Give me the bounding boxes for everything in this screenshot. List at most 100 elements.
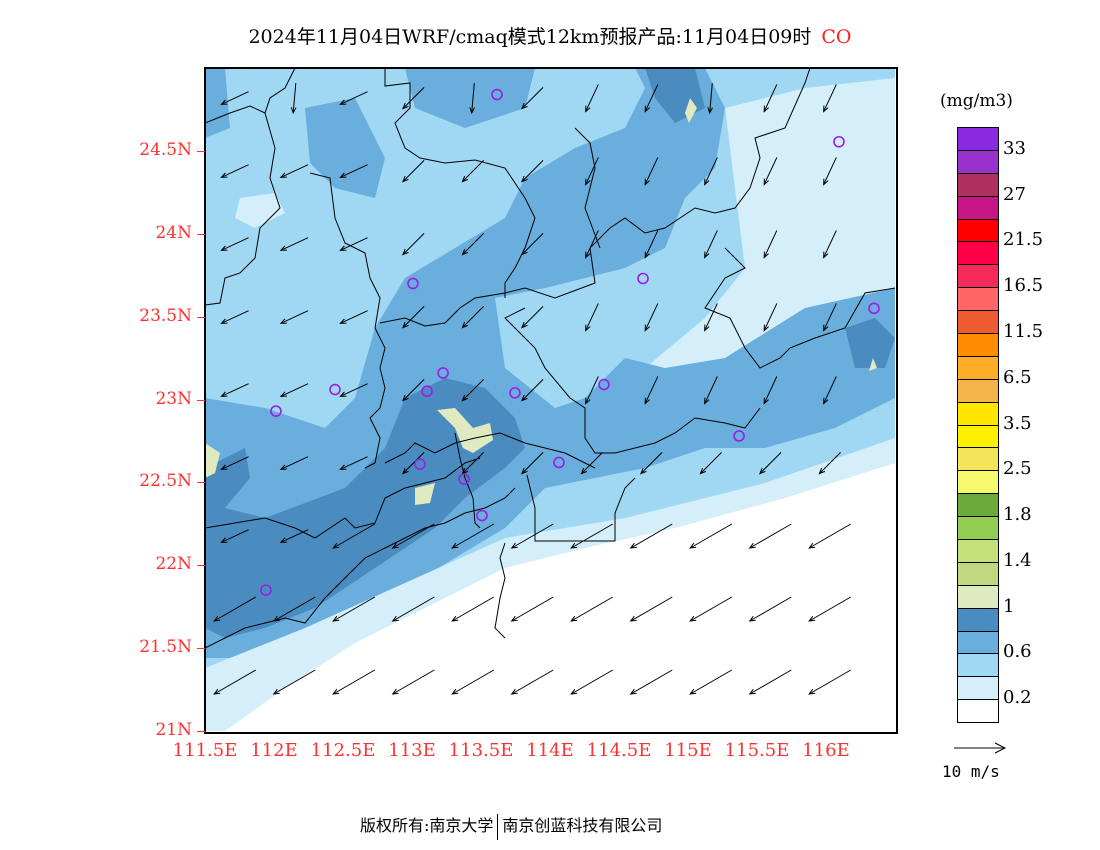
wind-arrow-icon [570,596,614,622]
legend-swatch [958,150,998,174]
wind-arrow-icon [808,669,852,695]
wind-arrow-icon [290,83,297,115]
wind-arrow-icon [704,303,718,332]
wind-arrow-icon [520,379,544,402]
wind-arrow-icon [279,310,309,324]
wind-arrow-icon [279,237,309,251]
wind-arrow-icon [763,303,778,332]
legend-swatch [958,334,998,357]
wind-arrow-icon [748,523,792,549]
lat-label: 21.5N [139,637,192,658]
legend-swatch [958,425,998,449]
wind-arrow-icon [520,306,544,329]
station-marker [329,383,341,396]
wind-arrow-icon [339,456,368,470]
legend-swatch [958,448,998,472]
wind-arrow-icon [510,596,554,622]
station-marker [270,405,282,417]
map-frame [204,67,898,734]
station-marker [868,302,880,315]
wind-arrow-icon [823,230,837,259]
lat-label: 24N [155,222,192,243]
wind-arrow-icon [570,669,614,695]
legend-swatch [958,517,998,541]
wind-arrow-icon [520,452,544,475]
lat-label: 22.5N [139,471,192,492]
wind-arrow-icon [401,87,425,110]
wind-arrow-icon [220,237,249,251]
wind-arrow-icon [220,456,249,470]
lon-label: 115.5E [724,740,790,761]
lat-tick [197,316,205,318]
wind-arrow-icon [401,306,425,329]
legend-label: 0.6 [1003,641,1032,663]
lon-label: 112E [250,740,298,761]
station-marker [476,509,488,522]
station-marker [407,277,419,290]
lon-label: 113.5E [448,740,514,761]
wind-arrow-icon [279,383,309,397]
wind-arrow-icon [689,669,733,695]
wind-arrow-icon [818,452,841,475]
contour-mid-north [205,68,535,198]
legend-swatch [958,562,998,586]
lat-tick [197,648,205,650]
wind-arrow-icon [220,310,249,324]
lon-label: 113E [388,740,436,761]
legend-swatch [958,242,998,266]
legend-label: 16.5 [1003,275,1044,297]
wind-arrow-icon [339,91,368,105]
lon-label: 111.5E [172,740,238,761]
reference-wind-arrow-icon [954,742,1007,754]
wind-arrow-icon [758,452,782,475]
lon-label: 114.5E [586,740,652,761]
legend-swatch [958,608,998,632]
wind-arrow-icon [629,596,673,622]
lon-label: 114E [526,740,574,761]
wind-arrow-icon [570,523,614,549]
lat-label: 24.5N [139,139,192,160]
legend-swatch [958,173,998,197]
wind-arrow-icon [823,376,837,405]
wind-arrow-icon [763,157,778,186]
wind-arrow-icon [332,596,376,622]
wind-arrow-icon [510,523,554,549]
wind-arrow-icon [332,669,376,695]
wind-arrow-icon [339,164,368,178]
footer-left: 版权所有:南京大学 [360,816,494,835]
station-marker [260,584,272,596]
legend-label: 11.5 [1003,320,1044,342]
legend-swatch [958,128,998,151]
lon-label: 116E [802,740,850,761]
legend-swatch [958,540,998,563]
contour-light-nw [235,193,285,228]
wind-arrow-icon [220,164,249,178]
legend-swatch [958,196,998,220]
footer-right: 南京创蓝科技有限公司 [502,816,663,835]
legend-swatch [958,219,998,243]
wind-arrow-icon [748,669,792,695]
copyright-footer: 版权所有:南京大学 南京创蓝科技有限公司 [360,812,662,840]
legend-swatch [958,265,998,289]
wind-arrow-icon [339,237,368,251]
wind-arrow-icon [644,84,659,113]
legend-label: 2.5 [1003,458,1032,480]
legend-label: 1 [1003,595,1015,617]
lat-tick [197,482,205,484]
wind-arrow-icon [763,84,778,113]
station-marker [458,473,470,485]
wind-arrow-icon [220,91,249,105]
wind-reference-label: 10 m/s [942,762,1000,781]
legend-label: 1.8 [1003,504,1032,526]
station-marker [414,458,426,470]
wind-arrow-icon [461,160,484,183]
legend-swatch [958,402,998,426]
chart-title: 2024年11月04日WRF/cmaq模式12km预报产品:11月04日09时 C… [0,22,1100,49]
legend-swatch [958,585,998,609]
color-legend [957,127,999,724]
wind-arrow-icon [704,157,718,186]
legend-swatch [958,494,998,518]
wind-arrow-icon [272,596,316,622]
wind-arrow-icon [401,379,425,402]
legend-swatch [958,288,998,312]
